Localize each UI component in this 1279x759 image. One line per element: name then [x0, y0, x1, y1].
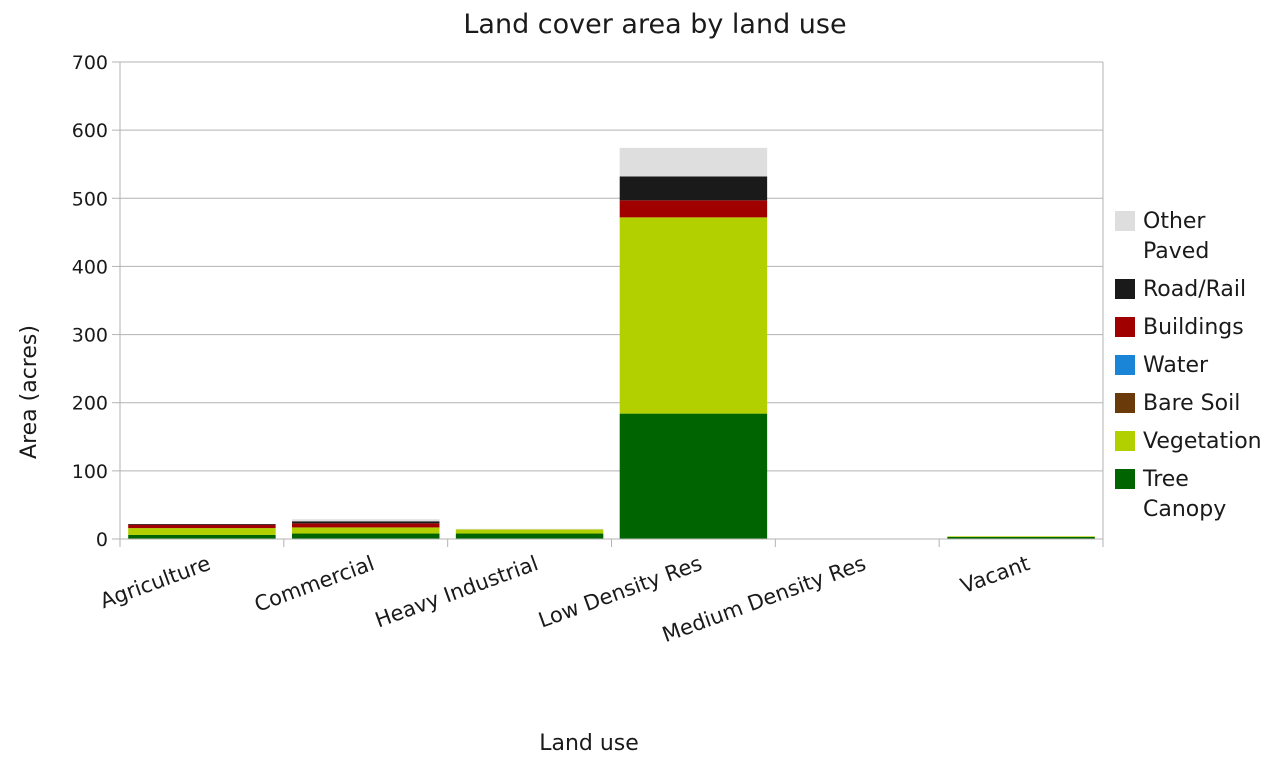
legend-swatch: [1115, 431, 1135, 451]
bar-segment: [947, 536, 1095, 539]
legend-label: Road/Rail: [1143, 277, 1246, 302]
chart-title: Land cover area by land use: [463, 9, 846, 40]
bar-segment: [947, 536, 1095, 537]
y-tick-label: 200: [72, 393, 108, 415]
bar-segment: [455, 533, 604, 539]
x-tick-label: Heavy Industrial: [372, 551, 541, 632]
x-tick-label: Agriculture: [97, 551, 214, 613]
y-tick-label: 300: [72, 325, 108, 347]
bar-segment: [619, 176, 768, 201]
legend-label: Bare Soil: [1143, 391, 1240, 416]
y-tick-label: 500: [72, 188, 108, 210]
gridlines: [120, 61, 1103, 540]
legend-label: Vegetation: [1143, 429, 1262, 454]
legend-swatch: [1115, 355, 1135, 375]
y-tick-label: 100: [72, 461, 108, 483]
bars: [128, 147, 1095, 539]
legend-swatch: [1115, 317, 1135, 337]
bar-segment: [455, 529, 604, 534]
x-axis-title: Land use: [539, 731, 639, 756]
legend-swatch: [1115, 393, 1135, 413]
x-tick-label: Vacant: [957, 551, 1032, 598]
legend-label: Buildings: [1143, 315, 1244, 340]
legend-label: Other Paved: [1143, 209, 1209, 264]
bar-segment: [619, 413, 768, 539]
bar-segment: [292, 533, 440, 539]
bar-segment: [292, 519, 440, 522]
legend-label: Tree Canopy: [1142, 467, 1226, 522]
legend-swatch: [1115, 211, 1135, 231]
bar-segment: [292, 521, 440, 524]
legend-label: Water: [1143, 353, 1209, 378]
y-tick-label: 600: [72, 120, 108, 142]
bar-segment: [128, 524, 276, 529]
y-tick-label: 400: [72, 256, 108, 278]
bar-segment: [128, 534, 276, 539]
bar-segment: [292, 527, 440, 534]
bar-segment: [455, 528, 604, 530]
bar-segment: [128, 528, 276, 535]
axes: [119, 62, 1104, 547]
legend: Other Paved Road/Rail Buildings Water Bare So…: [1115, 209, 1262, 522]
y-tick-label: 0: [96, 529, 108, 551]
bar-segment: [619, 217, 768, 414]
y-tick-label: 700: [72, 52, 108, 74]
y-axis-title: Area (acres): [17, 325, 42, 459]
bar-segment: [619, 147, 768, 177]
bar-segment: [619, 200, 768, 218]
x-tick-label: Commercial: [251, 551, 377, 617]
legend-swatch: [1115, 279, 1135, 299]
bar-segment: [292, 523, 440, 528]
legend-swatch: [1115, 469, 1135, 489]
bar-segment: [128, 524, 276, 525]
y-axis-ticks: 0 100 200 300 400 500 600 700: [72, 52, 120, 551]
